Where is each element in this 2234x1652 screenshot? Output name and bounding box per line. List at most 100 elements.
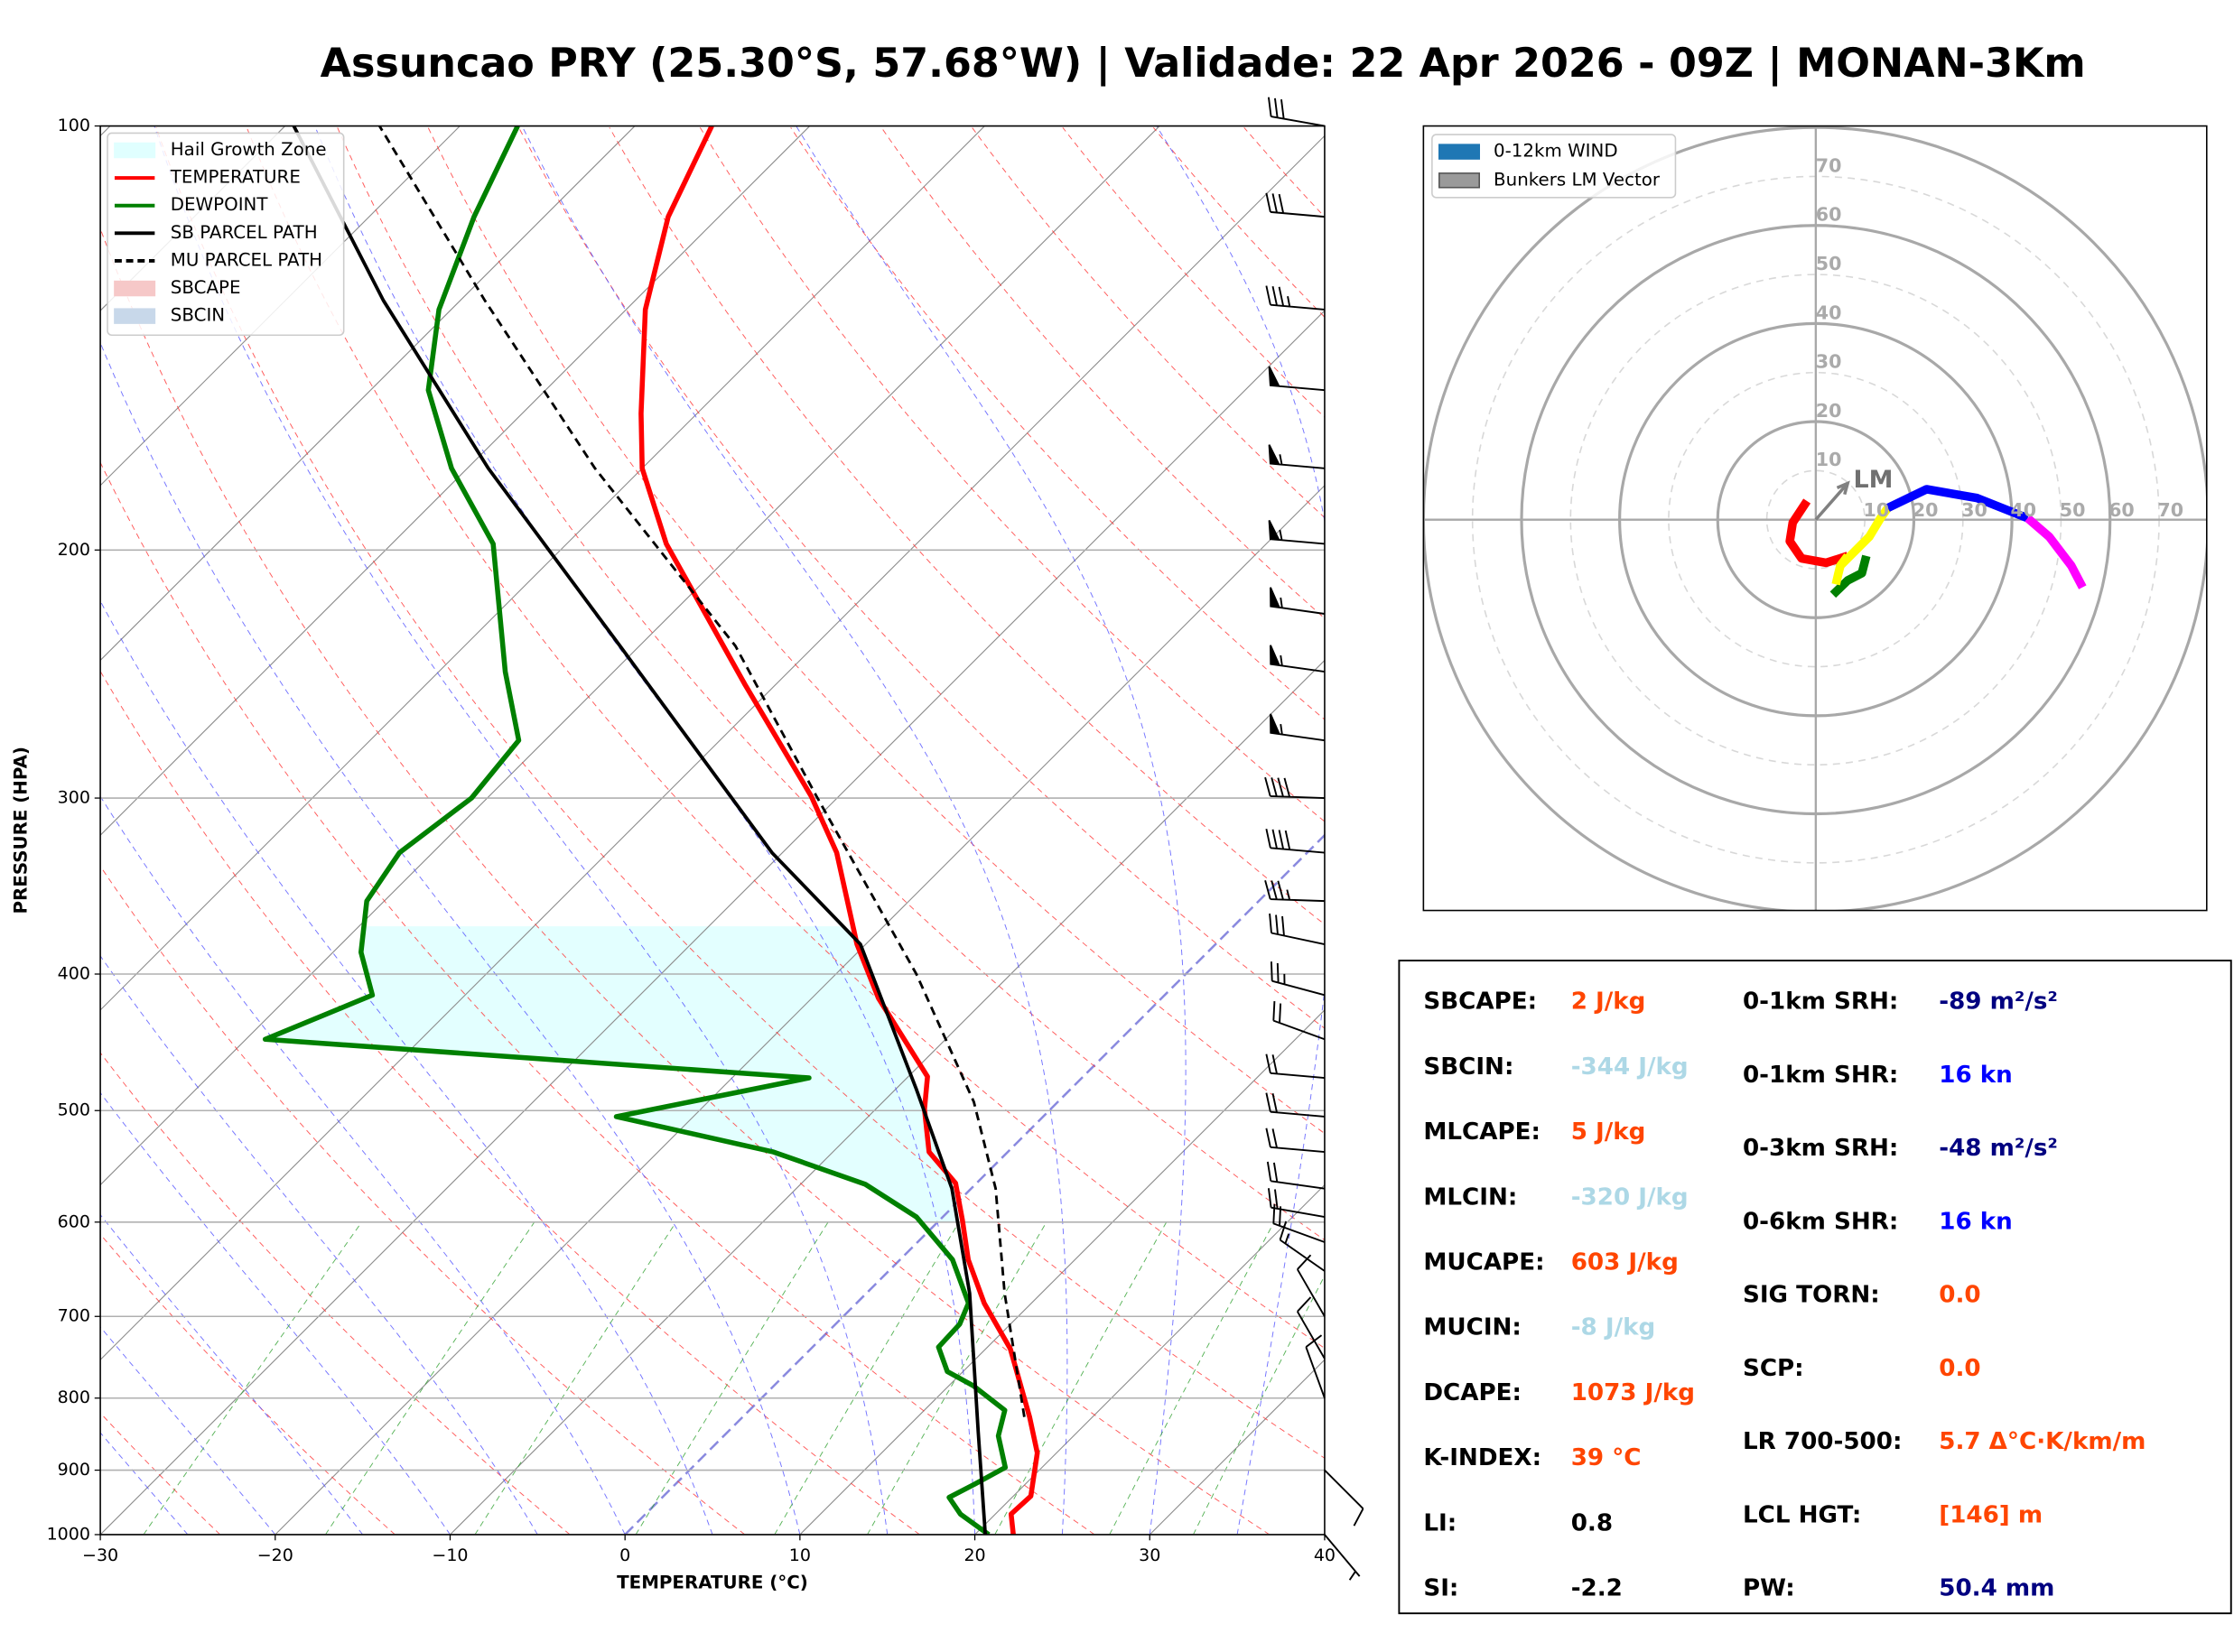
index-label: 0-1km SHR: <box>1743 1062 1898 1089</box>
index-value: 1073 J/kg <box>1571 1379 1695 1406</box>
x-tick-label: −10 <box>432 1545 468 1565</box>
wind-barb <box>1324 1534 1361 1581</box>
dry-adiabat <box>100 1233 396 1535</box>
ring-label: 50 <box>2060 499 2086 521</box>
skewt-plot <box>100 125 1325 1535</box>
index-value: 39 °C <box>1571 1444 1642 1471</box>
index-value: 50.4 mm <box>1939 1575 2054 1602</box>
y-axis-label: PRESSURE (HPA) <box>10 747 31 914</box>
index-value: -344 J/kg <box>1571 1053 1689 1081</box>
index-value: 0.0 <box>1939 1355 1980 1382</box>
ring-label: 30 <box>1961 499 1987 521</box>
moist-adiabat <box>154 125 889 1535</box>
x-tick-label: 40 <box>1314 1545 1336 1565</box>
hail-growth-zone <box>270 926 958 1222</box>
wind-barb <box>1265 285 1326 311</box>
wind-barb <box>1264 879 1325 903</box>
isotherm <box>100 125 1160 1186</box>
legend-patch <box>114 280 156 297</box>
legend-patch <box>114 308 156 324</box>
legend-box <box>107 132 345 337</box>
index-value: -320 J/kg <box>1571 1183 1689 1211</box>
legend-label: DEWPOINT <box>171 194 269 215</box>
dry-adiabat <box>100 670 920 1535</box>
isotherm <box>450 659 1325 1535</box>
y-tick-label: 900 <box>58 1460 90 1480</box>
wind-barb <box>1296 1296 1326 1360</box>
index-label: MUCIN: <box>1423 1314 1522 1341</box>
moist-adiabat <box>100 341 801 1535</box>
legend-label: MU PARCEL PATH <box>171 249 322 270</box>
index-value: -2.2 <box>1571 1575 1623 1602</box>
index-value: 0.8 <box>1571 1509 1613 1536</box>
wind-barb <box>1270 961 1326 997</box>
x-axis-label: TEMPERATURE (°C) <box>617 1572 808 1592</box>
legend-patch <box>1438 172 1480 189</box>
wind-barb <box>1265 1128 1326 1154</box>
moist-adiabat <box>1156 125 1325 1535</box>
ring-label: 70 <box>2157 499 2183 521</box>
index-value: 5 J/kg <box>1571 1118 1646 1146</box>
isotherm <box>100 125 461 487</box>
wind-barb <box>1272 1001 1326 1041</box>
x-tick-label: 30 <box>1139 1545 1160 1565</box>
wind-barb <box>1268 444 1326 469</box>
ring-label: 40 <box>2010 499 2036 521</box>
y-tick-label: 200 <box>58 540 90 560</box>
index-value: 5.7 Δ°C·K/km/m <box>1939 1428 2146 1455</box>
isotherm <box>624 833 1325 1535</box>
wind-barb <box>1265 828 1326 854</box>
y-tick-label: 1000 <box>47 1524 90 1544</box>
wind-barb <box>1268 519 1326 545</box>
y-tick-label: 300 <box>58 788 90 808</box>
wind-barb <box>1279 1220 1326 1272</box>
legend-label: Bunkers LM Vector <box>1494 169 1661 190</box>
index-label: SCP: <box>1743 1355 1804 1382</box>
x-tick-label: 0 <box>619 1545 630 1565</box>
index-label: 0-6km SHR: <box>1743 1208 1898 1235</box>
index-value: -8 J/kg <box>1571 1314 1656 1341</box>
isotherm <box>974 1183 1325 1535</box>
dry-adiabat <box>1062 127 1325 418</box>
isotherm <box>100 135 1325 1361</box>
index-value: 16 kn <box>1939 1208 2013 1235</box>
legend-patch <box>114 142 156 159</box>
index-label: SIG TORN: <box>1743 1282 1880 1309</box>
y-tick-label: 800 <box>58 1387 90 1407</box>
wind-barb <box>1269 913 1326 945</box>
dry-adiabat <box>246 127 1325 1350</box>
hodograph-plot: LM <box>1423 125 2207 911</box>
y-tick-label: 500 <box>58 1100 90 1120</box>
index-label: MLCIN: <box>1423 1183 1517 1211</box>
index-label: 0-1km SRH: <box>1743 988 1898 1016</box>
legend-label: Hail Growth Zone <box>171 139 327 160</box>
dry-adiabat <box>100 227 1271 1535</box>
indices-box <box>1398 960 2232 1615</box>
index-value: 2 J/kg <box>1571 988 1646 1016</box>
legend-label: SBCAPE <box>171 277 241 298</box>
profile-line <box>378 125 1026 1417</box>
profile-line <box>262 125 1009 1535</box>
dry-adiabat <box>609 127 1325 925</box>
index-label: SBCAPE: <box>1423 988 1537 1016</box>
legend-label: SBCIN <box>171 305 225 326</box>
ring-label: 20 <box>1913 499 1939 521</box>
x-tick-label: 20 <box>963 1545 985 1565</box>
ring-label: 50 <box>1816 253 1842 274</box>
moist-adiabat <box>100 1432 189 1535</box>
wind-barb <box>1296 1254 1326 1317</box>
index-value: 0.0 <box>1939 1282 1980 1309</box>
legend-label: 0-12km WIND <box>1494 141 1618 162</box>
hodograph-frame <box>1422 125 2208 912</box>
wind-barb <box>1265 192 1326 218</box>
mixing-ratio-line <box>635 1221 829 1535</box>
ring-label: 40 <box>1816 302 1842 323</box>
x-tick-label: 10 <box>789 1545 811 1565</box>
mixing-ratio-line <box>143 1221 362 1535</box>
ring-label: 60 <box>1816 204 1842 226</box>
index-label: 0-3km SRH: <box>1743 1135 1898 1162</box>
index-label: MLCAPE: <box>1423 1118 1541 1146</box>
ring-label: 70 <box>1816 154 1842 176</box>
index-label: MUCAPE: <box>1423 1249 1544 1276</box>
